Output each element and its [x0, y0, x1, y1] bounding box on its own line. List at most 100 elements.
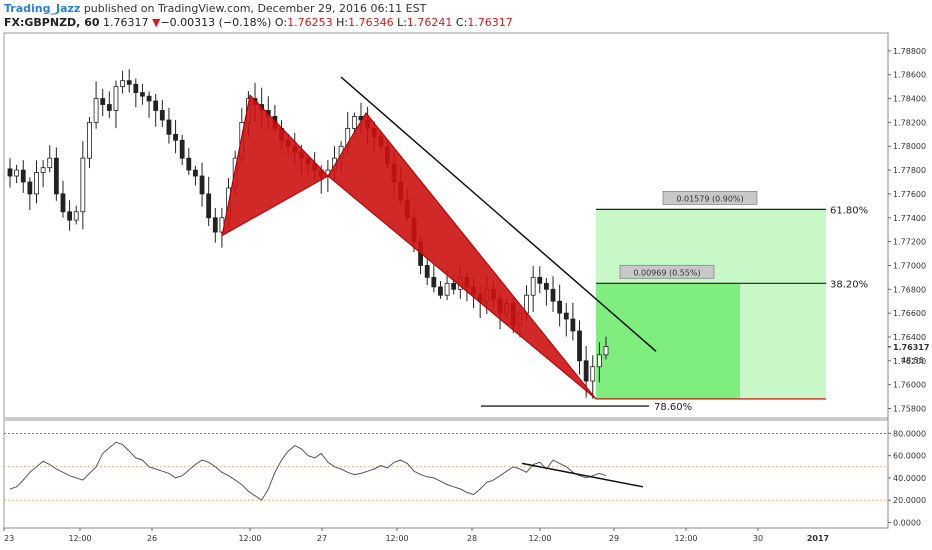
x-tick-label: 12:00 — [674, 534, 697, 543]
y-tick-label: 1.76600 — [893, 309, 926, 318]
candle — [212, 217, 218, 233]
rsi-tick-label: 60.0000 — [893, 452, 926, 461]
candle — [53, 157, 59, 195]
candle — [550, 288, 556, 302]
candle — [563, 312, 569, 320]
candle — [126, 80, 132, 85]
fib-label-786: 78.60% — [654, 402, 692, 413]
y-tick-label: 1.78200 — [893, 118, 926, 127]
candle — [444, 282, 450, 296]
measure-tag-618: 0.01579 (0.90%) — [676, 194, 743, 203]
candle — [206, 193, 212, 219]
candle — [596, 354, 602, 368]
x-tick-label: 23 — [4, 534, 14, 543]
low-label: L: — [397, 16, 407, 29]
change-value: −0.00313 (−0.18%) — [160, 16, 272, 29]
open-label: O: — [274, 16, 288, 29]
author-link[interactable]: Trading_Jazz — [4, 2, 81, 15]
y-tick-label: 1.77800 — [893, 166, 926, 175]
y-tick-label: 1.77400 — [893, 214, 926, 223]
change-arrow-icon: ▼ — [152, 16, 161, 29]
x-tick-label: 12:00 — [68, 534, 91, 543]
y-tick-label: 1.78400 — [893, 95, 926, 104]
publish-text: published on TradingView.com, December 2… — [83, 2, 427, 15]
candle — [100, 98, 106, 105]
candle — [159, 110, 165, 121]
x-tick-label: 27 — [317, 534, 327, 543]
x-tick-label: 12:00 — [385, 534, 408, 543]
x-tick-label: 29 — [609, 534, 619, 543]
y-tick-label: 1.78000 — [893, 142, 926, 151]
harmonic-pattern-xab — [221, 93, 329, 237]
rsi-line — [9, 441, 607, 501]
candle — [166, 119, 172, 135]
measure-tag-382: 0.00969 (0.55%) — [633, 268, 700, 277]
candle — [451, 282, 457, 290]
candle — [120, 80, 125, 88]
rsi-divergence-line — [521, 462, 644, 488]
last-price-label: 1.76317 — [893, 343, 929, 352]
candle — [557, 300, 563, 314]
candle — [40, 167, 46, 173]
candle — [106, 104, 112, 111]
candle — [570, 318, 576, 332]
symbol-label: FX:GBPNZD, 60 — [4, 16, 100, 29]
candle — [153, 100, 159, 111]
publish-info: Trading_Jazz published on TradingView.co… — [4, 2, 426, 15]
candle — [80, 157, 86, 213]
fib-label-618: 61.80% — [830, 205, 868, 216]
candle — [47, 157, 53, 169]
measure-tag-382-bg — [619, 264, 715, 279]
candle — [590, 366, 596, 382]
high-label: H: — [336, 16, 349, 29]
quote-bar: FX:GBPNZD, 60 1.76317 ▼−0.00313 (−0.18%)… — [4, 16, 513, 29]
y-tick-label: 1.76800 — [893, 285, 926, 294]
candle — [603, 346, 609, 356]
candle — [73, 211, 79, 221]
y-tick-label: 1.76200 — [893, 357, 926, 366]
last-price: 1.76317 — [103, 16, 149, 29]
y-tick-label: 1.75800 — [893, 404, 926, 413]
candle — [67, 211, 72, 221]
rsi-tick-label: 20.0000 — [893, 496, 926, 505]
candle — [583, 360, 589, 382]
x-tick-label: 28 — [467, 534, 477, 543]
candle — [424, 265, 430, 278]
candle — [186, 157, 192, 171]
candle — [530, 276, 536, 296]
x-tick-label: 12:00 — [528, 534, 551, 543]
close-label: C: — [455, 16, 468, 29]
candle — [173, 133, 178, 141]
high-value: 1.76346 — [348, 16, 394, 29]
candle — [113, 86, 119, 111]
trend-line — [340, 76, 657, 352]
candle — [133, 83, 139, 93]
candle — [87, 121, 92, 159]
candle — [7, 168, 13, 177]
y-tick-label: 1.78600 — [893, 71, 926, 80]
y-tick-label: 1.76000 — [893, 381, 926, 390]
measure-tag-618-bg — [662, 191, 758, 205]
candle — [27, 181, 33, 195]
candle — [577, 330, 582, 362]
rsi-pane-frame — [3, 419, 889, 529]
candle — [93, 98, 99, 123]
candle — [146, 95, 152, 102]
candle — [34, 172, 39, 195]
low-value: 1.76241 — [406, 16, 453, 29]
candle — [140, 92, 145, 97]
candle — [431, 276, 437, 288]
candle — [60, 193, 66, 213]
y-tick-label: 1.78800 — [893, 47, 926, 56]
rsi-tick-label: 0.0000 — [893, 518, 921, 527]
candle — [193, 169, 198, 177]
y-tick-label: 1.77200 — [893, 238, 926, 247]
x-tick-label: 12:00 — [238, 534, 261, 543]
y-tick-label: 1.76400 — [893, 333, 926, 342]
y-tick-label: 1.77000 — [893, 261, 926, 270]
candle — [544, 282, 549, 290]
y-tick-label: 1.77600 — [893, 190, 926, 199]
close-value: 1.76317 — [467, 16, 513, 29]
harmonic-pattern-bcd — [327, 111, 597, 400]
